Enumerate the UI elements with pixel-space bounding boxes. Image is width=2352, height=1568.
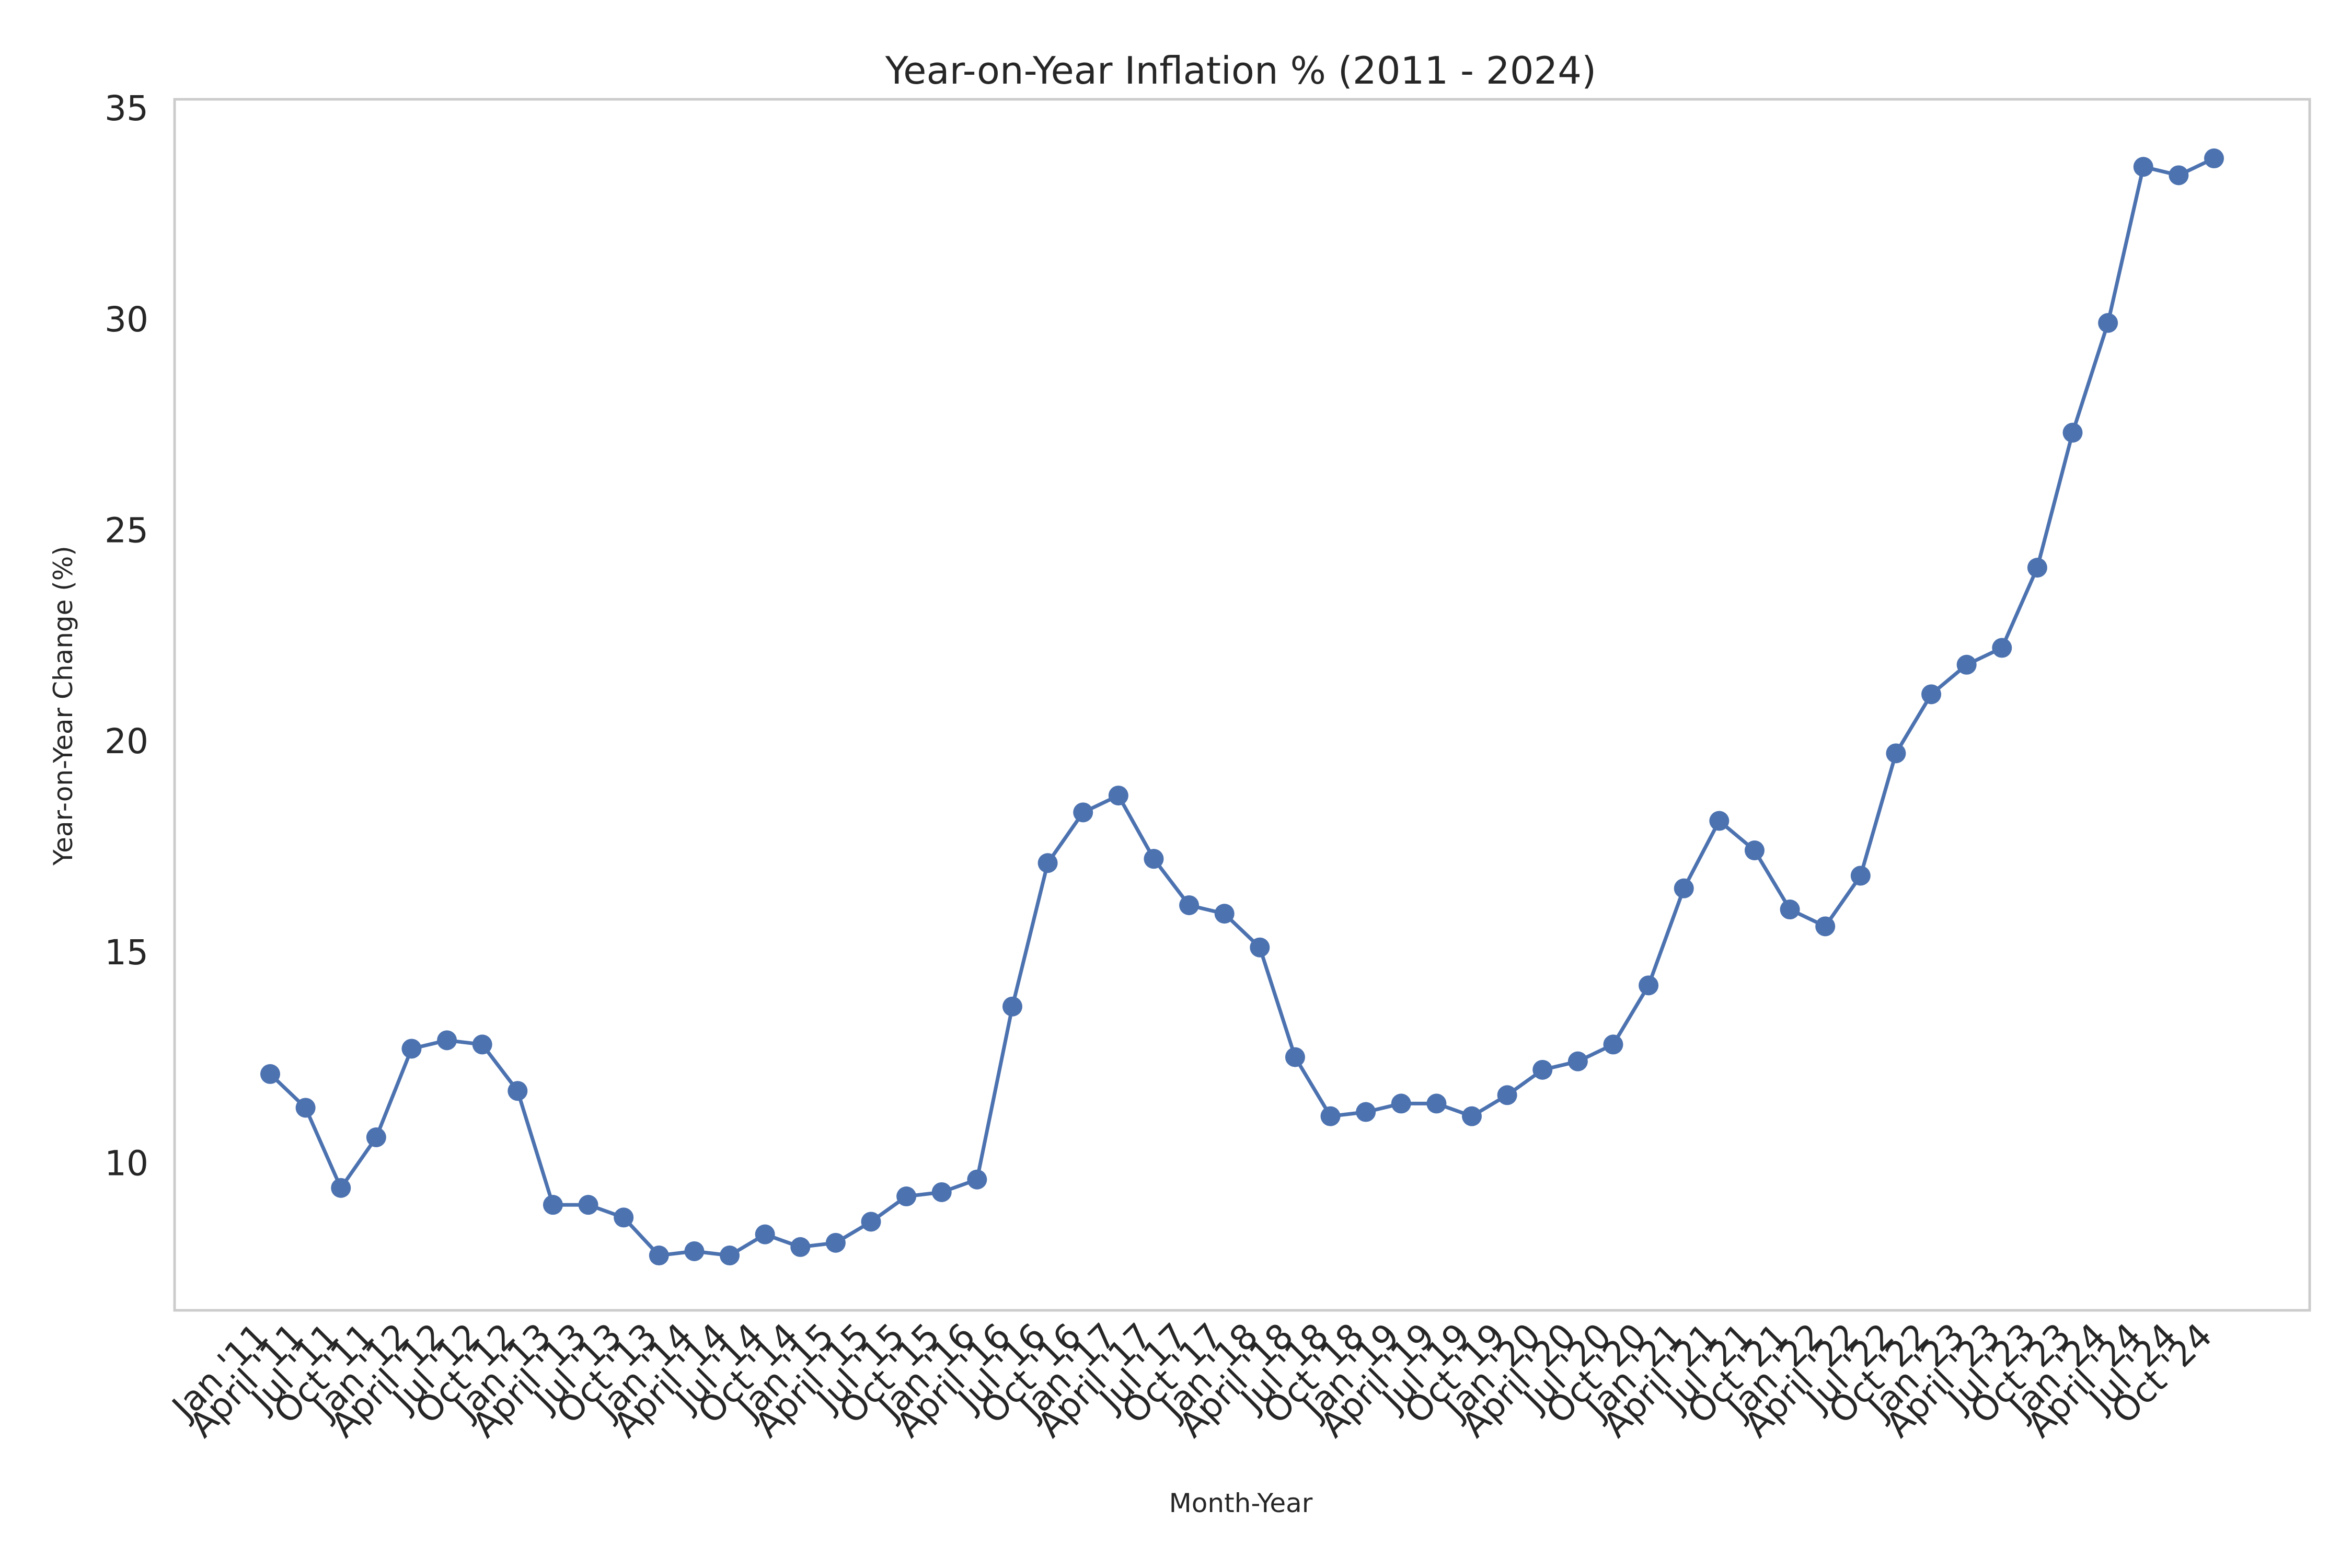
data-point (1992, 638, 2012, 658)
data-point (295, 1098, 316, 1118)
data-point (720, 1246, 740, 1266)
data-point (1320, 1106, 1341, 1126)
data-point (1214, 904, 1235, 924)
data-point (861, 1212, 881, 1232)
y-tick-label: 25 (105, 510, 148, 550)
data-point (614, 1207, 634, 1228)
data-point (825, 1232, 846, 1253)
data-point (1567, 1051, 1588, 1071)
data-point (1639, 975, 1659, 996)
data-point (1886, 743, 1906, 764)
data-point (260, 1064, 280, 1084)
data-point (1674, 878, 1694, 898)
data-point (1709, 811, 1730, 831)
data-point (1356, 1102, 1376, 1122)
data-point (1815, 916, 1836, 937)
data-point (896, 1186, 917, 1207)
data-point (1744, 840, 1765, 861)
data-point (1108, 786, 1128, 806)
data-point (401, 1039, 422, 1059)
plot-area (173, 98, 2311, 1312)
data-point (1956, 654, 1977, 675)
data-point (366, 1127, 386, 1147)
chart-title: Year-on-Year Inflation % (2011 - 2024) (885, 49, 1596, 93)
y-tick-label: 15 (105, 932, 148, 973)
data-point (1426, 1093, 1447, 1114)
data-point (1497, 1085, 1517, 1105)
data-point (2204, 148, 2224, 169)
data-point (1250, 937, 1270, 958)
y-tick-label: 30 (105, 299, 148, 340)
data-point (1073, 802, 1093, 823)
y-tick-label: 20 (105, 721, 148, 762)
y-tick-label: 35 (105, 88, 148, 129)
series-inflation (260, 148, 2224, 1266)
data-point (755, 1224, 775, 1244)
data-point (2098, 313, 2118, 333)
data-point (790, 1237, 811, 1257)
data-point (1391, 1093, 1411, 1114)
data-point (1603, 1034, 1623, 1055)
data-point (472, 1034, 492, 1055)
data-point (1002, 996, 1022, 1017)
data-point (578, 1195, 598, 1215)
data-point (649, 1246, 669, 1266)
data-point (2133, 157, 2153, 177)
data-point (1850, 866, 1871, 886)
data-point (1144, 849, 1164, 869)
data-point (931, 1182, 952, 1202)
data-point (2169, 165, 2189, 186)
data-point (1921, 684, 1942, 705)
y-axis-ticks: 10 15 20 25 30 35 (105, 88, 148, 1183)
data-point (1532, 1059, 1553, 1080)
data-point (331, 1178, 351, 1198)
data-point (967, 1169, 987, 1190)
data-point (1179, 895, 1200, 915)
data-point (1037, 853, 1058, 873)
data-point (508, 1081, 528, 1101)
data-point (1462, 1106, 1482, 1126)
data-point (2062, 422, 2083, 443)
x-axis-label: Month-Year (1169, 1488, 1313, 1518)
y-tick-label: 10 (105, 1143, 148, 1183)
data-point (2027, 558, 2047, 578)
data-point (1780, 900, 1800, 920)
data-point (543, 1195, 563, 1215)
data-point (437, 1030, 457, 1051)
data-point (684, 1241, 705, 1261)
data-point (1285, 1047, 1305, 1067)
y-axis-label: Year-on-Year Change (%) (48, 546, 78, 866)
